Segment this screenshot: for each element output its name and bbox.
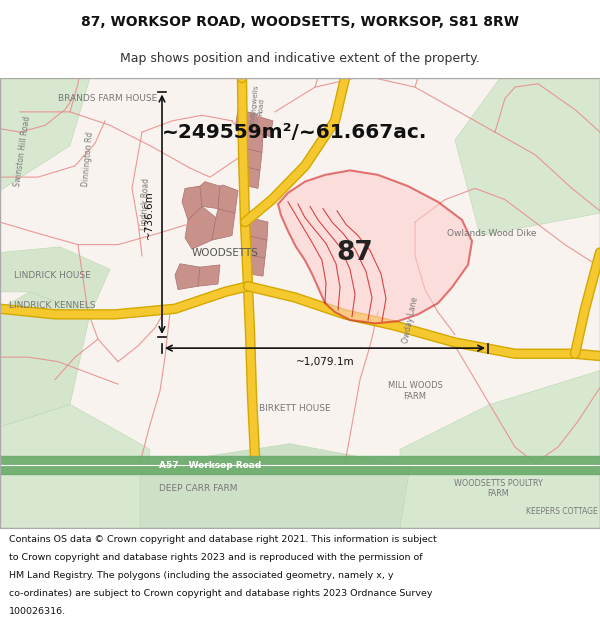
- Text: BIRKETT HOUSE: BIRKETT HOUSE: [259, 404, 331, 413]
- Polygon shape: [0, 78, 90, 191]
- Text: LINDRICK HOUSE: LINDRICK HOUSE: [14, 271, 91, 279]
- Polygon shape: [212, 209, 235, 240]
- Polygon shape: [255, 116, 273, 137]
- Text: Owlands Wood Dike: Owlands Wood Dike: [447, 229, 537, 238]
- Text: ~1,079.1m: ~1,079.1m: [296, 357, 355, 367]
- Text: Owday Lane: Owday Lane: [401, 296, 419, 344]
- Text: 87, WORKSOP ROAD, WOODSETTS, WORKSOP, S81 8RW: 87, WORKSOP ROAD, WOODSETTS, WORKSOP, S8…: [81, 15, 519, 29]
- Polygon shape: [182, 186, 202, 220]
- Polygon shape: [278, 171, 472, 323]
- Text: co-ordinates) are subject to Crown copyright and database rights 2023 Ordnance S: co-ordinates) are subject to Crown copyr…: [9, 589, 433, 598]
- Text: Map shows position and indicative extent of the property.: Map shows position and indicative extent…: [120, 52, 480, 65]
- Polygon shape: [242, 130, 263, 152]
- Text: KEEPERS COTTAGE: KEEPERS COTTAGE: [526, 507, 598, 516]
- Text: Lindrick Road: Lindrick Road: [140, 178, 151, 230]
- Polygon shape: [248, 255, 265, 276]
- Text: Dinnington Rd: Dinnington Rd: [81, 131, 95, 187]
- Text: WOODSETTS POULTRY
FARM: WOODSETTS POULTRY FARM: [454, 479, 542, 499]
- Text: ~249559m²/~61.667ac.: ~249559m²/~61.667ac.: [163, 122, 428, 142]
- Text: HM Land Registry. The polygons (including the associated geometry, namely x, y: HM Land Registry. The polygons (includin…: [9, 571, 394, 580]
- Polygon shape: [0, 247, 110, 314]
- Polygon shape: [140, 444, 410, 528]
- Polygon shape: [0, 404, 150, 528]
- Polygon shape: [242, 166, 260, 188]
- Polygon shape: [198, 265, 220, 286]
- Polygon shape: [242, 148, 262, 171]
- Polygon shape: [248, 236, 267, 258]
- Text: ~736.6m: ~736.6m: [144, 190, 154, 239]
- Polygon shape: [185, 206, 216, 249]
- Polygon shape: [200, 182, 220, 209]
- Polygon shape: [0, 292, 90, 427]
- Text: BRANDS FARM HOUSE: BRANDS FARM HOUSE: [58, 94, 158, 103]
- Text: to Crown copyright and database rights 2023 and is reproduced with the permissio: to Crown copyright and database rights 2…: [9, 553, 422, 562]
- Text: 87: 87: [337, 239, 373, 266]
- Text: Contains OS data © Crown copyright and database right 2021. This information is : Contains OS data © Crown copyright and d…: [9, 535, 437, 544]
- Text: DEEP CARR FARM: DEEP CARR FARM: [159, 484, 237, 493]
- Text: MILL WOODS
FARM: MILL WOODS FARM: [388, 381, 442, 401]
- Polygon shape: [455, 78, 600, 236]
- Text: WOODSETTS: WOODSETTS: [191, 248, 259, 258]
- Text: 100026316.: 100026316.: [9, 607, 66, 616]
- Text: Swinston Hill Road: Swinston Hill Road: [13, 116, 31, 187]
- Text: Gildingwells
Road: Gildingwells Road: [250, 84, 266, 129]
- Text: A57 - Worksop Road: A57 - Worksop Road: [159, 461, 261, 469]
- Polygon shape: [218, 185, 238, 213]
- Polygon shape: [248, 217, 268, 240]
- Polygon shape: [235, 109, 257, 132]
- Polygon shape: [175, 264, 200, 289]
- Text: LINDRICK KENNELS: LINDRICK KENNELS: [9, 301, 95, 310]
- Polygon shape: [400, 371, 600, 528]
